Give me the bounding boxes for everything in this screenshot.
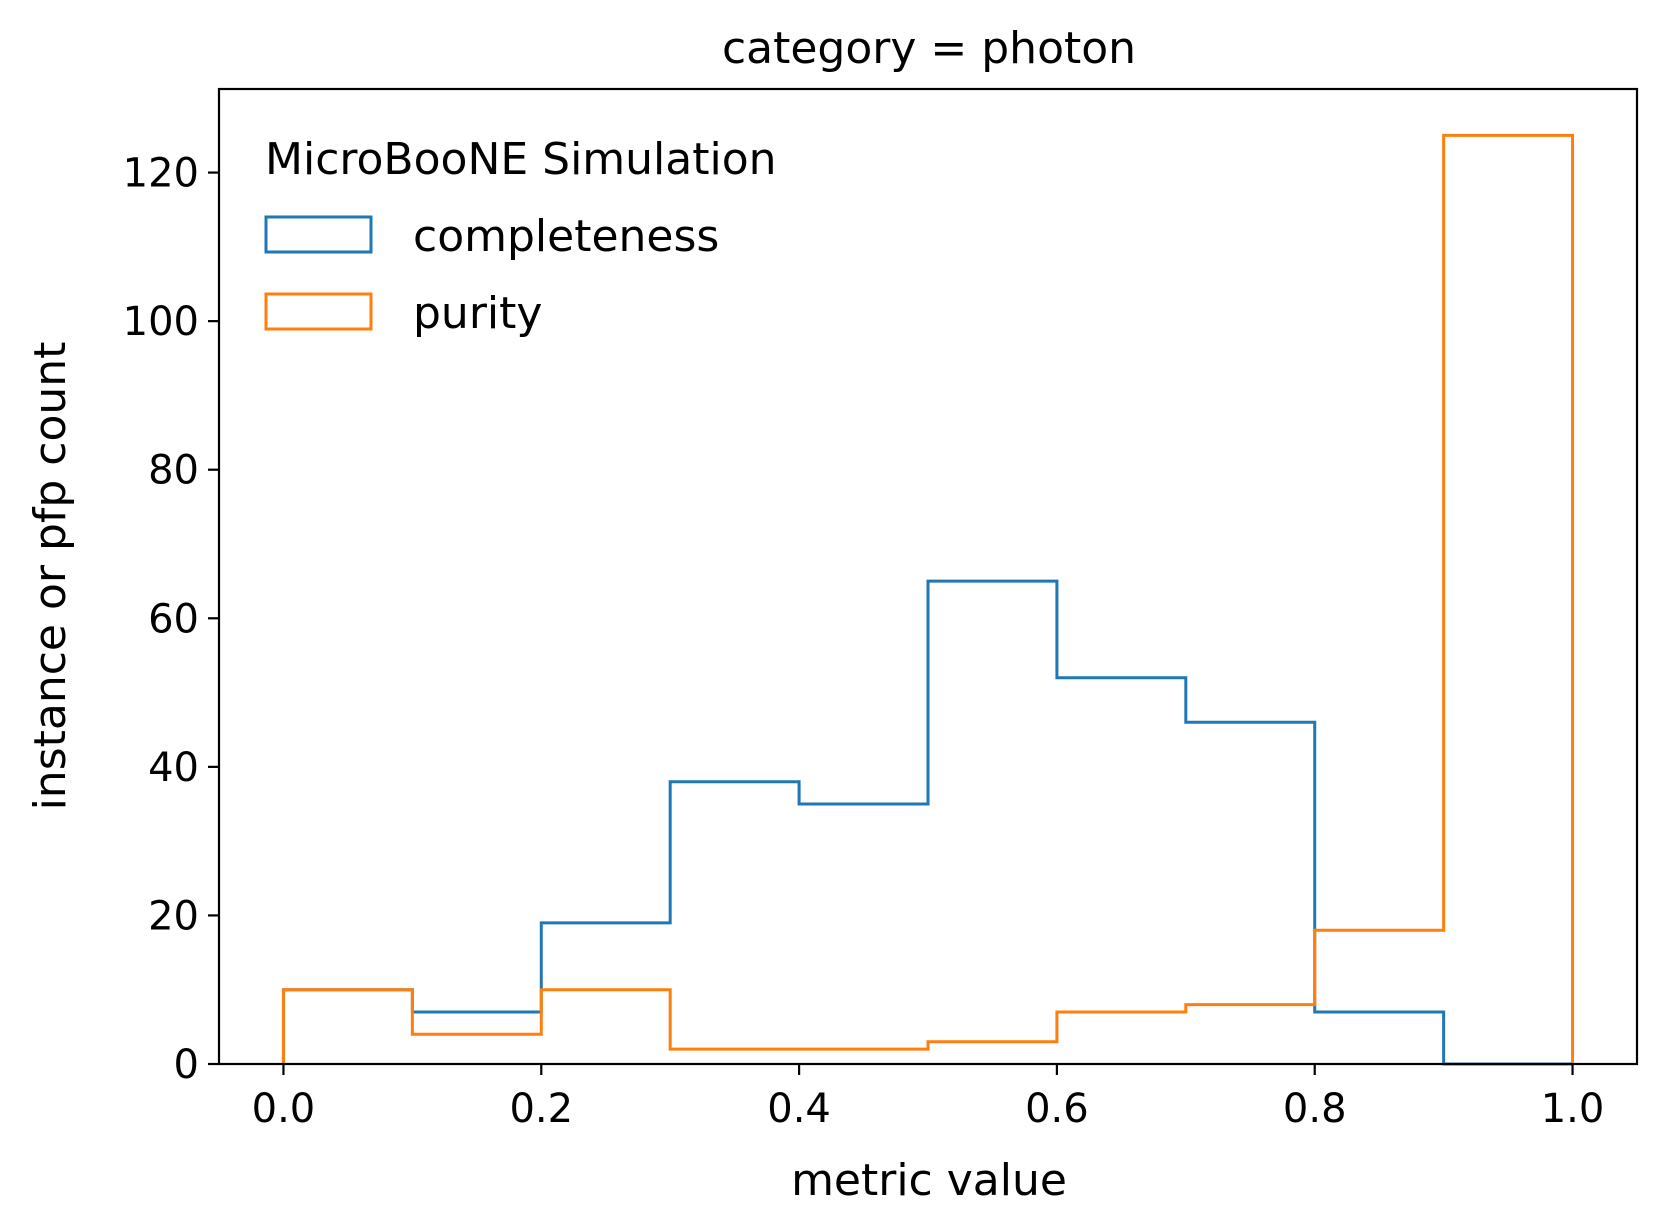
chart-title: category = photon <box>722 23 1136 74</box>
legend-title: MicroBooNE Simulation <box>265 134 777 185</box>
y-tick-label: 80 <box>148 448 199 494</box>
x-tick-label: 0.4 <box>767 1086 831 1132</box>
legend-entry-purity: purity <box>264 288 542 339</box>
x-tick-label: 0.2 <box>509 1086 573 1132</box>
y-axis-label: instance or pfp count <box>25 342 76 811</box>
series-purity <box>281 133 1575 1064</box>
x-tick-label: 0.6 <box>1025 1086 1089 1132</box>
plot-frame <box>217 87 1639 1066</box>
x-axis-label: metric value <box>791 1155 1067 1206</box>
series-completeness <box>281 579 1573 1066</box>
legend-entry-completeness: completeness <box>264 211 719 262</box>
y-tick-label: 20 <box>148 893 199 939</box>
legend-label-completeness: completeness <box>413 211 719 262</box>
x-tick-label: 0.8 <box>1283 1086 1347 1132</box>
y-tick-label: 0 <box>174 1042 199 1088</box>
y-axis: 0 20 40 60 80 100 120 <box>123 151 219 1088</box>
y-tick-label: 60 <box>148 596 199 642</box>
series-layer <box>281 133 1575 1066</box>
y-tick-label: 40 <box>148 745 199 791</box>
legend-label-purity: purity <box>413 288 542 339</box>
y-tick-label: 100 <box>123 299 199 345</box>
y-tick-label: 120 <box>123 151 199 197</box>
x-axis: 0.0 0.2 0.4 0.6 0.8 1.0 <box>252 1064 1605 1132</box>
legend-swatch-purity <box>264 292 373 331</box>
x-tick-label: 1.0 <box>1541 1086 1605 1132</box>
x-tick-label: 0.0 <box>252 1086 316 1132</box>
legend-swatch-completeness <box>264 215 373 254</box>
legend: MicroBooNE Simulation completeness purit… <box>264 134 777 339</box>
